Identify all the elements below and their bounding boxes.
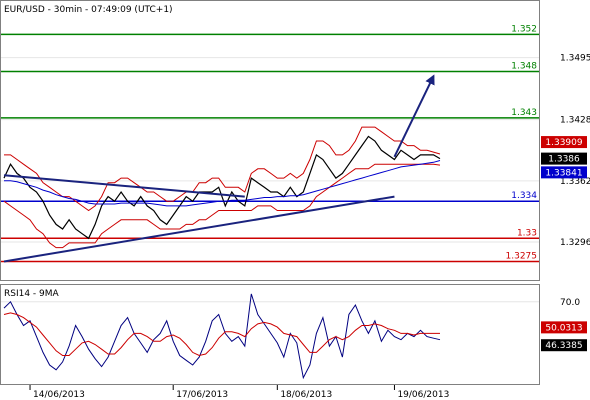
price-tag-label: 1.3386 — [548, 155, 580, 165]
level-label: 1.343 — [511, 108, 537, 118]
level-label: 1.33 — [517, 228, 537, 238]
rsi-tag-label: 46.3385 — [545, 341, 582, 351]
rsi-axis-tick: 70.0 — [560, 298, 580, 308]
price-axis-tick: 1.3296 — [560, 238, 590, 248]
price-line — [3, 135, 441, 240]
trendline — [3, 195, 395, 263]
level-label: 1.3275 — [506, 251, 538, 261]
price-axis-tick: 1.3362 — [560, 177, 590, 187]
rsi-ma-line — [3, 312, 440, 357]
trendline — [3, 174, 245, 198]
x-axis-tick-label: 17/06/2013 — [176, 390, 228, 400]
price-axis-tick: 1.3428 — [560, 116, 590, 126]
rsi-tag-box — [541, 321, 587, 334]
level-label: 1.334 — [511, 191, 537, 201]
price-tag-box — [541, 152, 587, 165]
price-tag-box — [541, 166, 587, 179]
level-label: 1.352 — [511, 24, 537, 34]
rsi-line — [3, 293, 441, 380]
x-axis-tick-label: 14/06/2013 — [33, 390, 85, 400]
moving-average-line — [4, 160, 441, 207]
price-axis-tick: 1.3495 — [560, 54, 590, 64]
bollinger-band-line — [4, 126, 441, 212]
chart-title: EUR/USD - 30min - 07:49:09 (UTC+1) — [4, 5, 173, 15]
price-tag-label: 1.33841 — [545, 168, 582, 178]
bollinger-band-line — [3, 163, 441, 249]
price-tag-box — [541, 136, 587, 149]
rsi-panel-frame — [0, 284, 540, 385]
rsi-tag-box — [541, 339, 587, 352]
price-panel-frame — [0, 0, 540, 281]
rsi-panel-title: RSI14 - 9MA — [4, 289, 60, 299]
level-label: 1.348 — [511, 62, 537, 72]
x-axis-tick-label: 18/06/2013 — [280, 390, 332, 400]
forecast-arrow — [393, 74, 435, 158]
rsi-tag-label: 50.0313 — [545, 323, 582, 333]
x-axis-tick-label: 19/06/2013 — [397, 390, 449, 400]
price-tag-label: 1.33909 — [545, 138, 582, 148]
